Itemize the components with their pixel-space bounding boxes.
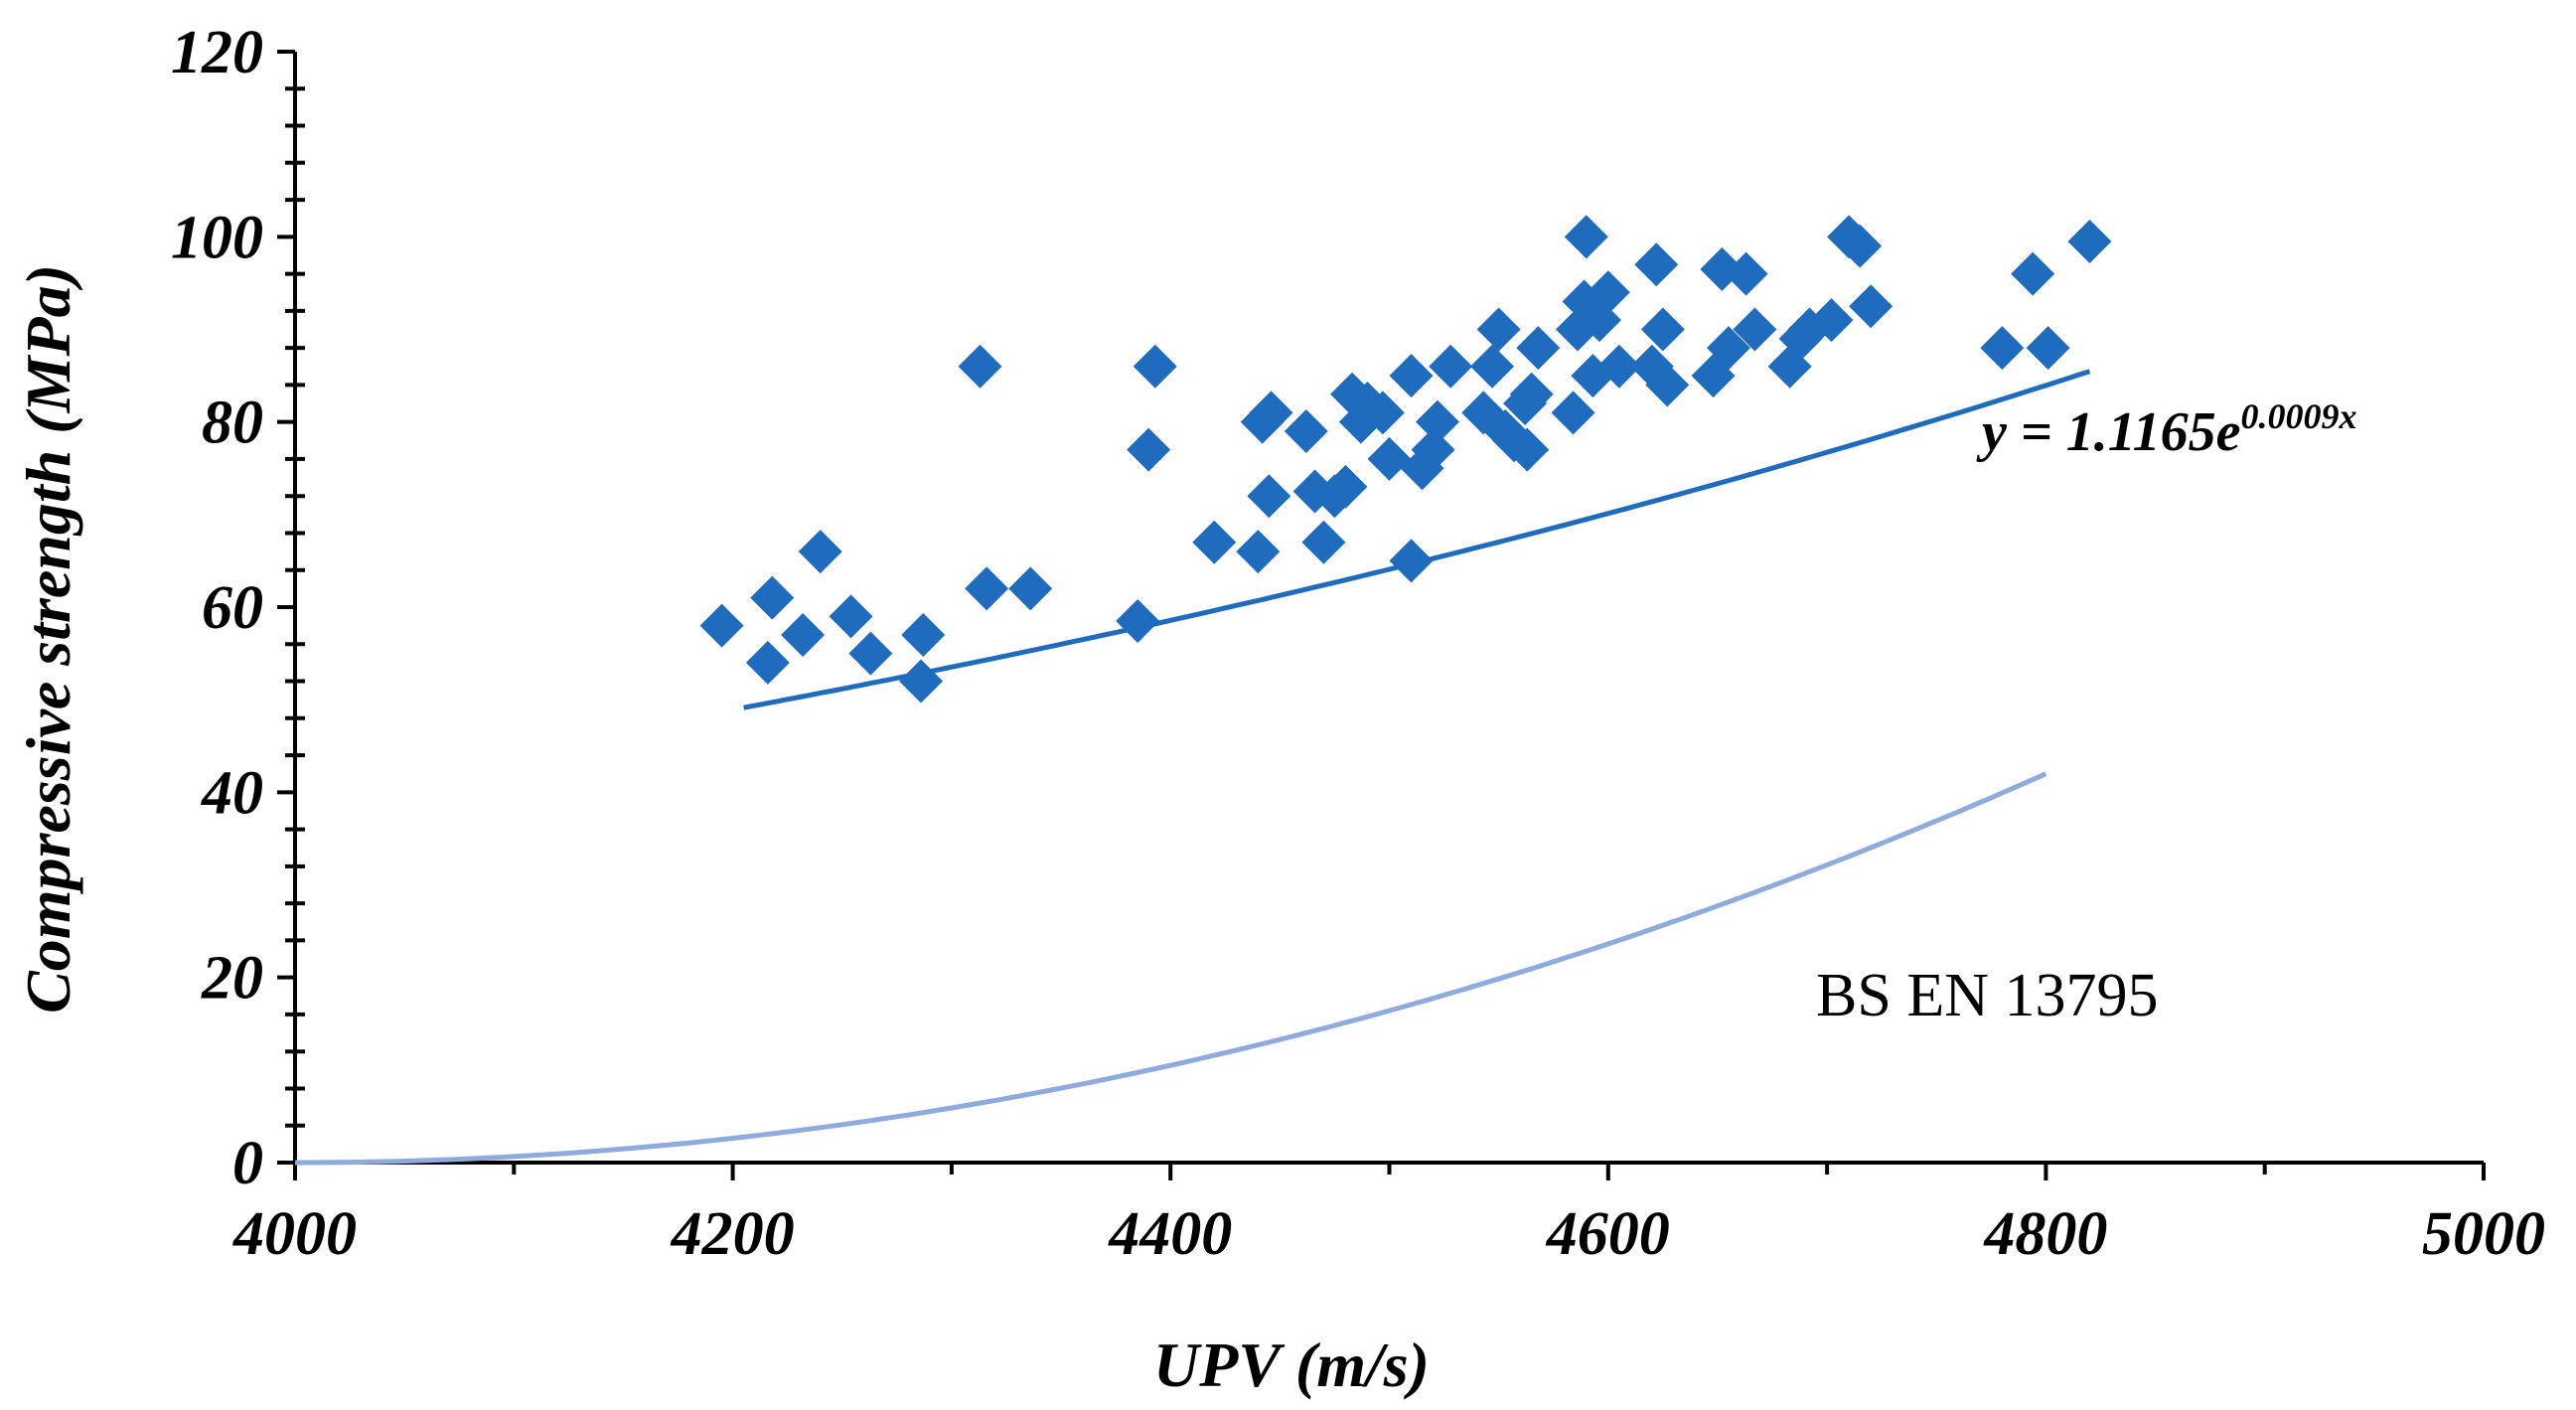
data-point xyxy=(829,594,873,639)
data-point xyxy=(1733,307,1777,352)
data-point xyxy=(1586,270,1630,315)
data-point xyxy=(1236,530,1281,574)
curves xyxy=(295,369,2091,1166)
y-axis-title: Compressive strength (MPa) xyxy=(13,264,83,1014)
data-point xyxy=(1470,344,1515,389)
y-tick-label: 40 xyxy=(201,759,263,827)
data-point xyxy=(899,659,944,704)
data-point xyxy=(1116,598,1160,643)
data-point xyxy=(1301,520,1346,564)
data-point xyxy=(699,603,744,648)
data-point xyxy=(1247,474,1291,519)
equation-exponent: 0.0009x xyxy=(2241,396,2357,436)
data-point xyxy=(1551,391,1595,435)
data-point xyxy=(1389,354,1434,398)
data-point xyxy=(1564,215,1608,259)
data-point xyxy=(1980,326,2025,371)
data-point xyxy=(1516,326,1561,371)
data-point xyxy=(1429,344,1473,389)
data-point xyxy=(965,566,1009,611)
data-point xyxy=(1505,427,1550,472)
y-tick-label: 120 xyxy=(171,19,263,86)
data-point xyxy=(1634,242,1679,287)
y-tick-label: 60 xyxy=(202,574,263,642)
y-axis: 0 20 40 60 80 100 120 xyxy=(171,19,305,1197)
data-point xyxy=(1192,520,1237,564)
data-point xyxy=(1284,408,1328,453)
x-tick-label: 4600 xyxy=(1546,1200,1670,1268)
data-point xyxy=(1849,284,1894,329)
y-tick-label: 20 xyxy=(201,945,263,1013)
data-point xyxy=(1367,436,1412,481)
data-point xyxy=(1706,326,1750,371)
x-tick-label: 4800 xyxy=(1983,1200,2107,1268)
data-point xyxy=(2011,251,2055,296)
data-point xyxy=(2026,326,2070,371)
data-point xyxy=(750,575,795,620)
data-point xyxy=(1008,566,1053,611)
data-point xyxy=(848,631,893,676)
standard-curve xyxy=(295,771,2047,1166)
x-axis: 4000 4200 4400 4600 4800 5000 xyxy=(232,1161,2545,1268)
data-point xyxy=(1640,307,1685,352)
data-point xyxy=(1809,298,1854,343)
data-point xyxy=(1292,469,1337,514)
data-point xyxy=(901,612,946,657)
data-point xyxy=(1645,363,1690,407)
x-tick-label: 4000 xyxy=(232,1200,357,1268)
data-point xyxy=(745,640,790,685)
data-point xyxy=(1596,344,1641,389)
data-point xyxy=(1476,307,1521,352)
x-axis-title: UPV (m/s) xyxy=(1153,1330,1430,1400)
trendline-equation: y = 1.1165e0.0009x xyxy=(1976,396,2357,463)
x-tick-label: 4400 xyxy=(1108,1200,1232,1268)
y-tick-label: 0 xyxy=(232,1130,263,1197)
data-point xyxy=(798,530,842,574)
y-tick-label: 80 xyxy=(202,390,263,457)
data-point xyxy=(1724,251,1768,296)
standard-curve-label: BS EN 13795 xyxy=(1816,962,2158,1029)
data-point xyxy=(1249,391,1293,435)
data-point xyxy=(1133,344,1177,389)
data-point xyxy=(2067,219,2112,263)
x-tick-label: 4200 xyxy=(671,1200,795,1268)
y-tick-label: 100 xyxy=(171,204,263,271)
data-point xyxy=(1127,427,1171,472)
data-point xyxy=(958,344,1002,389)
data-point xyxy=(1838,224,1883,268)
data-point xyxy=(1411,427,1455,472)
data-point xyxy=(1389,539,1434,583)
equation-main: y = 1.1165e xyxy=(1976,401,2241,463)
data-point xyxy=(1323,464,1368,509)
data-points xyxy=(699,215,2112,704)
data-point xyxy=(1509,372,1554,416)
data-point xyxy=(1415,399,1459,444)
x-tick-label: 5000 xyxy=(2422,1200,2545,1268)
data-point xyxy=(781,612,826,657)
data-point xyxy=(1360,391,1405,435)
